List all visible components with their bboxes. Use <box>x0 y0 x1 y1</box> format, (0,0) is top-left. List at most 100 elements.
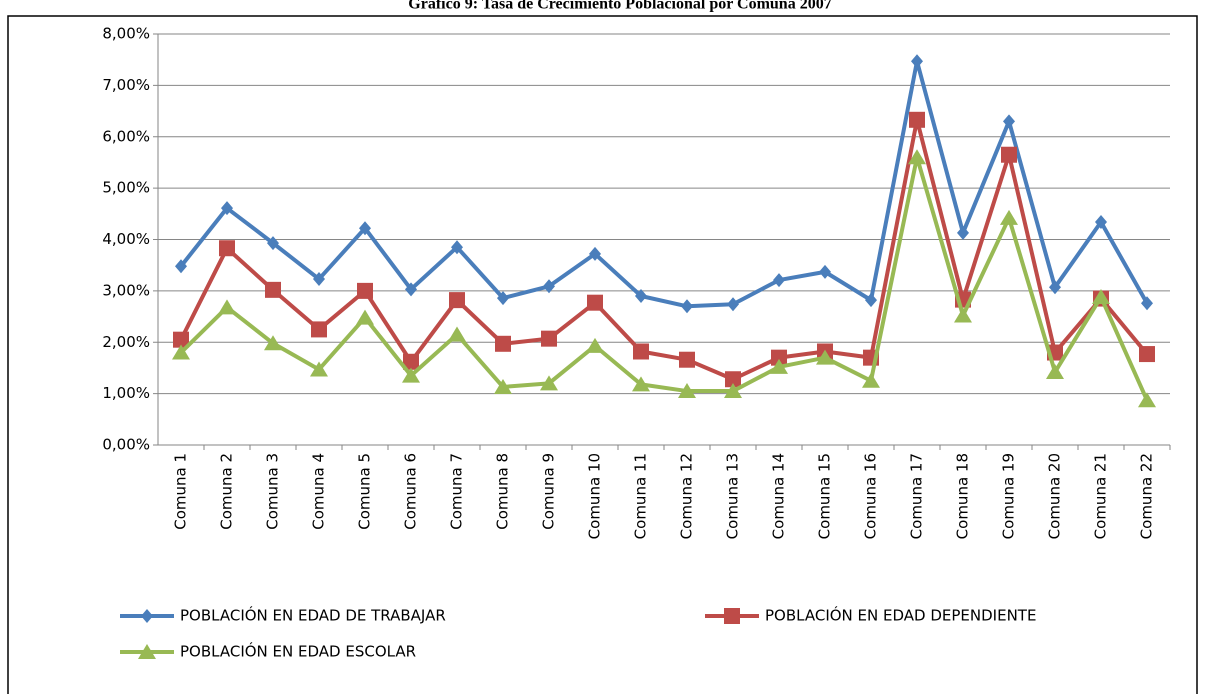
marker <box>773 273 785 288</box>
x-tick-label: Comuna 2 <box>218 453 236 530</box>
marker <box>311 321 327 338</box>
marker <box>173 331 189 348</box>
x-tick-label: Comuna 13 <box>724 453 742 539</box>
marker <box>310 361 328 377</box>
marker <box>451 240 463 255</box>
legend-marker <box>138 644 156 659</box>
x-tick-label: Comuna 1 <box>172 453 190 530</box>
marker <box>771 349 787 366</box>
marker <box>448 326 466 342</box>
marker <box>449 292 465 309</box>
marker <box>357 282 373 299</box>
y-tick-label: 3,00% <box>102 281 150 299</box>
marker <box>221 201 233 216</box>
marker <box>678 383 696 399</box>
legend-label: POBLACIÓN EN EDAD ESCOLAR <box>180 642 416 661</box>
frame <box>7 15 1198 698</box>
marker <box>633 343 649 360</box>
marker <box>1049 280 1061 295</box>
marker <box>1095 215 1107 230</box>
marker <box>219 240 235 257</box>
y-tick-label: 5,00% <box>102 179 150 197</box>
marker <box>862 372 880 388</box>
x-tick-label: Comuna 6 <box>402 453 420 530</box>
line <box>179 59 1149 309</box>
marker <box>909 111 925 128</box>
x-tick-label: Comuna 9 <box>540 453 558 530</box>
marker <box>267 236 279 251</box>
x-tick-label: Comuna 19 <box>1000 453 1018 539</box>
marker <box>494 378 512 394</box>
marker <box>497 291 509 306</box>
marker <box>954 307 972 323</box>
x-tick-label: Comuna 16 <box>862 453 880 539</box>
x-tick-label: Comuna 20 <box>1046 453 1064 539</box>
x-tick-label: Comuna 3 <box>264 453 282 530</box>
x-tick-label: Comuna 11 <box>632 453 650 539</box>
x-tick-label: Comuna 15 <box>816 453 834 539</box>
marker <box>402 367 420 383</box>
marker <box>1001 146 1017 163</box>
marker <box>589 246 601 261</box>
marker <box>218 299 236 315</box>
marker <box>681 299 693 314</box>
y-tick-label: 1,00% <box>102 384 150 402</box>
x-tick-label: Comuna 12 <box>678 453 696 539</box>
marker <box>541 330 557 347</box>
marker <box>911 54 923 69</box>
legend-marker <box>724 608 740 624</box>
line <box>179 117 1149 382</box>
y-tick-label: 0,00% <box>102 436 150 454</box>
marker <box>865 293 877 308</box>
marker <box>908 149 926 165</box>
y-tick-label: 8,00% <box>102 25 150 43</box>
marker <box>1000 209 1018 225</box>
x-tick-label: Comuna 14 <box>770 453 788 539</box>
marker <box>1092 289 1110 305</box>
marker <box>265 281 281 298</box>
y-tick-label: 6,00% <box>102 127 150 145</box>
marker <box>679 351 695 368</box>
x-tick-label: Comuna 5 <box>356 453 374 530</box>
marker <box>586 337 604 353</box>
marker <box>725 371 741 388</box>
marker <box>957 225 969 240</box>
marker <box>356 309 374 325</box>
x-tick-label: Comuna 18 <box>954 453 972 539</box>
x-tick-label: Comuna 8 <box>494 453 512 530</box>
marker <box>313 272 325 287</box>
marker <box>1141 296 1153 311</box>
legend-marker <box>141 609 153 623</box>
marker <box>175 259 187 274</box>
marker <box>770 358 788 374</box>
chart-title: Gráfico 9: Tasa de Crecimiento Poblacion… <box>408 0 831 13</box>
marker <box>1003 114 1015 129</box>
marker <box>632 376 650 392</box>
marker <box>635 289 647 304</box>
marker <box>724 383 742 399</box>
marker <box>819 264 831 279</box>
marker <box>587 294 603 311</box>
x-tick-label: Comuna 22 <box>1138 453 1156 539</box>
marker <box>1138 392 1156 408</box>
x-tick-label: Comuna 4 <box>310 453 328 530</box>
marker <box>264 335 282 351</box>
marker <box>495 335 511 352</box>
marker <box>359 221 371 236</box>
marker <box>727 297 739 312</box>
marker <box>405 282 417 297</box>
marker <box>543 279 555 294</box>
y-tick-label: 4,00% <box>102 230 150 248</box>
x-tick-label: Comuna 7 <box>448 453 466 530</box>
y-tick-label: 7,00% <box>102 76 150 94</box>
legend-label: POBLACIÓN EN EDAD DEPENDIENTE <box>765 606 1036 625</box>
marker <box>1139 346 1155 363</box>
x-tick-label: Comuna 10 <box>586 453 604 539</box>
y-tick-label: 2,00% <box>102 333 150 351</box>
marker <box>403 353 419 370</box>
legend-label: POBLACIÓN EN EDAD DE TRABAJAR <box>180 606 446 625</box>
line <box>179 155 1149 402</box>
marker <box>1046 364 1064 380</box>
